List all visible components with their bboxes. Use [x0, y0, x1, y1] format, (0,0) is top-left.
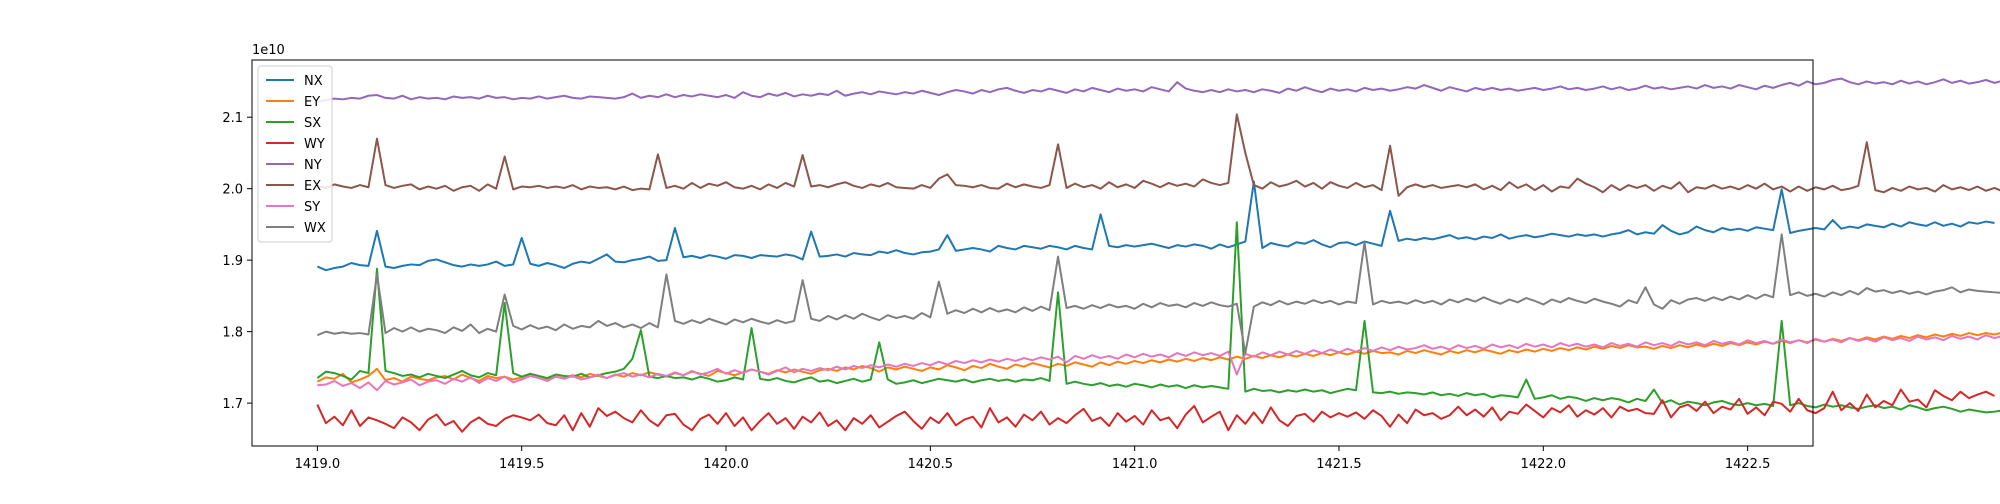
x-tick-label: 1420.0 — [703, 457, 749, 472]
legend-label-sx: SX — [304, 116, 321, 131]
x-tick-label: 1420.5 — [908, 457, 954, 472]
axes-layer: 1419.0 1419.5 1420.0 1420.5 1421.0 1421.5 1422… — [222, 43, 1814, 472]
y-axis-offset-text: 1e10 — [252, 43, 285, 58]
legend-box — [257, 65, 333, 243]
series-line-ex — [317, 113, 2000, 197]
legend-label-ny: NY — [304, 158, 322, 173]
y-tick-label: 2.0 — [222, 183, 243, 198]
x-axis-ticks: 1419.0 1419.5 1420.0 1420.5 1421.0 1421.5 1422… — [295, 446, 1771, 472]
y-tick-label: 2.1 — [222, 111, 243, 126]
legend-label-sy: SY — [304, 200, 320, 215]
legend: NX EY SX WY NY EX SY WX — [257, 65, 333, 243]
x-tick-label: 1419.0 — [295, 457, 341, 472]
x-tick-label: 1421.5 — [1316, 457, 1362, 472]
plot-frame — [251, 59, 1814, 447]
x-tick-label: 1422.0 — [1521, 457, 1567, 472]
x-tick-label: 1419.5 — [499, 457, 545, 472]
x-tick-label: 1422.5 — [1725, 457, 1771, 472]
series-line-sy — [317, 334, 2000, 392]
series-line-wy — [316, 388, 1995, 433]
series-line-nx — [316, 180, 1995, 272]
series-line-wx — [316, 233, 2000, 355]
y-tick-label: 1.9 — [222, 254, 243, 269]
legend-label-wy: WY — [304, 137, 325, 152]
legend-label-ex: EX — [304, 179, 321, 194]
series-layer — [316, 77, 2000, 433]
legend-label-nx: NX — [304, 74, 323, 89]
y-tick-label: 1.7 — [222, 397, 243, 412]
y-axis-ticks: 1.7 1.8 1.9 2.0 2.1 — [222, 111, 252, 412]
series-line-ny — [317, 77, 2000, 104]
x-tick-label: 1421.0 — [1112, 457, 1158, 472]
y-tick-label: 1.8 — [222, 326, 243, 341]
series-line-ey — [316, 332, 2000, 384]
legend-label-wx: WX — [304, 221, 326, 236]
legend-label-ey: EY — [304, 95, 320, 110]
